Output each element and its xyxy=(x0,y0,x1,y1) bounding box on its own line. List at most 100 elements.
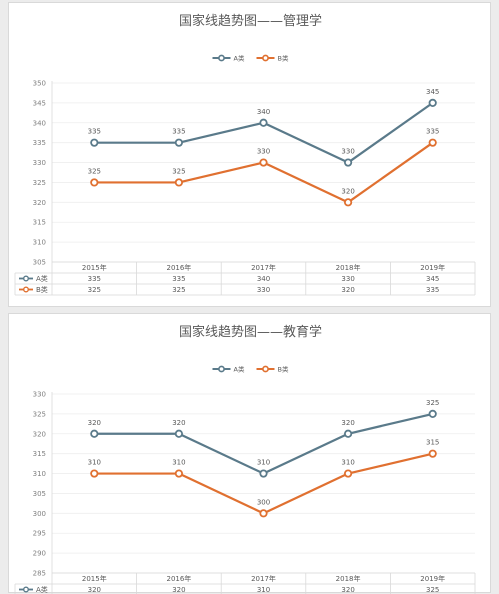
legend-marker xyxy=(262,365,269,373)
data-point xyxy=(174,469,183,478)
data-point xyxy=(343,469,353,478)
legend-label: B类 xyxy=(278,54,289,63)
table-cell: 310 xyxy=(257,586,270,594)
table-cell: 335 xyxy=(172,275,185,283)
table-cell: 320 xyxy=(341,586,354,594)
data-label: 335 xyxy=(88,128,101,136)
data-point xyxy=(428,138,437,147)
data-point xyxy=(174,138,183,147)
x-tick-label: 2019年 xyxy=(420,574,445,583)
x-tick-label: 2015年 xyxy=(82,574,107,583)
data-point xyxy=(343,158,353,167)
data-point xyxy=(259,509,268,518)
x-tick-label: 2017年 xyxy=(251,574,276,583)
data-label: 310 xyxy=(172,459,185,467)
data-label: 310 xyxy=(88,459,101,467)
data-label: 325 xyxy=(172,167,185,175)
table-cell: 340 xyxy=(257,275,270,283)
x-tick-label: 2016年 xyxy=(166,263,191,272)
legend-item-0: A类 xyxy=(212,365,245,374)
y-tick-label: 315 xyxy=(33,450,46,458)
y-tick-label: 330 xyxy=(33,391,46,399)
table-cell: 330 xyxy=(257,286,270,294)
data-label: 320 xyxy=(172,419,185,427)
y-tick-label: 305 xyxy=(33,490,46,498)
y-tick-label: 335 xyxy=(33,139,46,147)
data-label: 300 xyxy=(257,498,270,506)
y-tick-label: 305 xyxy=(33,259,46,267)
table-cell: 320 xyxy=(341,286,354,294)
data-point xyxy=(90,138,99,147)
data-label: 310 xyxy=(341,459,354,467)
y-tick-label: 310 xyxy=(33,470,46,478)
legend-item-1: B类 xyxy=(256,365,289,374)
chart-management: 国家线趋势图——管理学 A类 B类 305 310 315 320 325 330 335 340 3… xyxy=(14,13,476,296)
legend-label: A类 xyxy=(234,54,245,63)
x-tick-label: 2016年 xyxy=(166,574,191,583)
data-label: 315 xyxy=(426,439,439,447)
data-point xyxy=(259,469,268,478)
data-label: 340 xyxy=(257,108,270,116)
legend-label: A类 xyxy=(234,365,245,374)
data-point xyxy=(343,429,353,438)
table-legend-marker xyxy=(22,275,29,282)
table-series-label: B类 xyxy=(36,285,48,294)
y-tick-label: 325 xyxy=(33,410,46,418)
x-tick-label: 2019年 xyxy=(420,263,445,272)
chart-panel-education: 国家线趋势图——教育学 A类 B类 285 290 295 300 305 310 315 320 3… xyxy=(8,313,491,594)
table-cell: 320 xyxy=(88,586,101,594)
data-point xyxy=(90,178,99,187)
table-series-label: A类 xyxy=(36,585,48,594)
chart-title: 国家线趋势图——教育学 xyxy=(179,324,322,340)
data-label: 310 xyxy=(257,459,270,467)
table-cell: 330 xyxy=(341,275,354,283)
legend-marker xyxy=(262,54,269,62)
data-label: 330 xyxy=(257,148,270,156)
data-label: 320 xyxy=(88,419,101,427)
table-cell: 345 xyxy=(426,275,439,283)
data-point xyxy=(428,409,437,418)
legend-label: B类 xyxy=(278,365,289,374)
x-tick-label: 2018年 xyxy=(336,263,361,272)
data-label: 335 xyxy=(426,128,439,136)
table-series-label: A类 xyxy=(36,274,48,283)
data-label: 325 xyxy=(426,399,439,407)
y-tick-label: 350 xyxy=(33,80,46,88)
data-point xyxy=(428,98,437,107)
data-label: 325 xyxy=(88,167,101,175)
y-tick-label: 315 xyxy=(33,219,46,227)
y-tick-label: 325 xyxy=(33,179,46,187)
chart-education: 国家线趋势图——教育学 A类 B类 285 290 295 300 305 310 315 320 3… xyxy=(14,324,476,594)
data-point xyxy=(343,198,353,207)
data-point xyxy=(90,429,99,438)
y-tick-label: 320 xyxy=(33,430,46,438)
table-row-0: A类 335 335 340 330 345 xyxy=(19,274,439,283)
y-tick-label: 295 xyxy=(33,530,46,538)
data-point xyxy=(174,178,183,187)
y-tick-label: 340 xyxy=(33,119,46,127)
table-cell: 335 xyxy=(88,275,101,283)
data-label: 330 xyxy=(341,148,354,156)
y-tick-label: 330 xyxy=(33,159,46,167)
table-cell: 335 xyxy=(426,286,439,294)
legend-marker xyxy=(218,365,225,373)
legend-item-1: B类 xyxy=(256,54,289,63)
data-point xyxy=(428,449,437,458)
data-point xyxy=(174,429,183,438)
table-row-1: B类 325 325 330 320 335 xyxy=(19,285,439,294)
data-label: 320 xyxy=(341,419,354,427)
y-tick-label: 320 xyxy=(33,199,46,207)
table-cell: 325 xyxy=(88,286,101,294)
x-tick-label: 2018年 xyxy=(336,574,361,583)
data-label: 320 xyxy=(341,187,354,195)
chart-title: 国家线趋势图——管理学 xyxy=(179,13,322,29)
data-label: 335 xyxy=(172,128,185,136)
chart-panel-management: 国家线趋势图——管理学 A类 B类 305 310 315 320 325 330 335 340 3… xyxy=(8,2,491,307)
legend-item-0: A类 xyxy=(212,54,245,63)
data-point xyxy=(259,118,268,127)
legend-marker xyxy=(218,54,225,62)
table-legend-marker xyxy=(22,586,29,593)
x-tick-label: 2015年 xyxy=(82,263,107,272)
table-legend-marker xyxy=(22,286,29,293)
data-point xyxy=(259,158,268,167)
